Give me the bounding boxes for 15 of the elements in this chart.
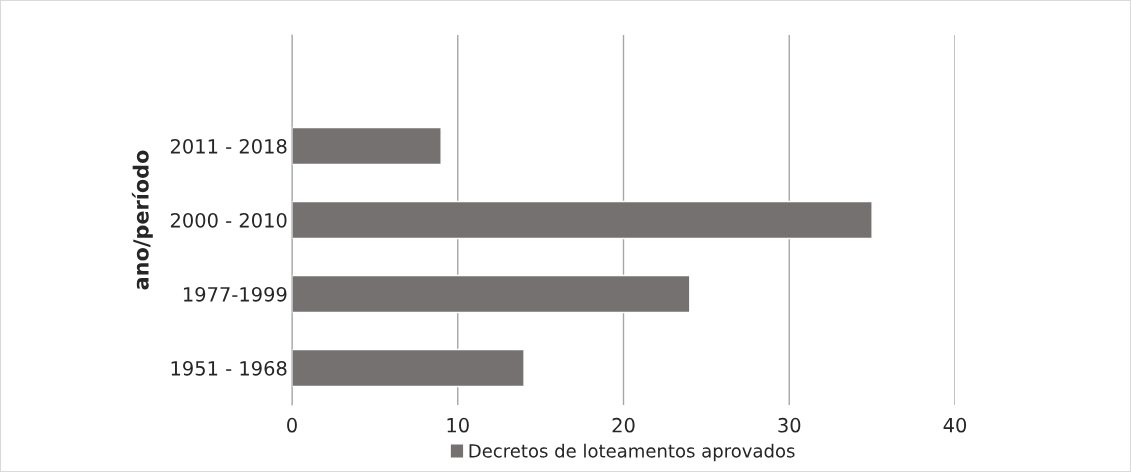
y-tick-label: 1977-1999 [183, 286, 287, 302]
x-tick-label: 0 [287, 417, 297, 433]
x-tick-label: 10 [447, 417, 469, 433]
x-tick-label: 30 [778, 417, 801, 433]
y-tick-label: 2011 - 2018 [170, 138, 287, 154]
y-tick-label: 1951 - 1968 [171, 360, 287, 376]
y-axis-title: ano/período [131, 150, 153, 290]
bar [292, 274, 691, 314]
bar [292, 200, 873, 240]
legend-label: Decretos de loteamentos aprovados [469, 443, 795, 462]
x-tick-label: 40 [943, 417, 967, 433]
x-tick-label: 20 [612, 417, 635, 433]
y-tick-label: 2000 - 2010 [170, 212, 287, 228]
bar [292, 126, 442, 166]
bar [292, 348, 525, 388]
